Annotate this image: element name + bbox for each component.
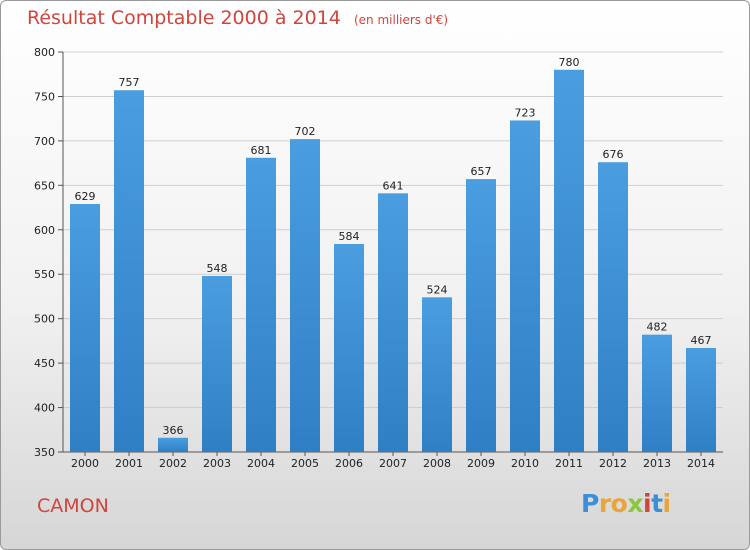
x-tick-label: 2002 bbox=[159, 457, 187, 470]
chart-unit: (en milliers d'€) bbox=[353, 13, 449, 27]
bar bbox=[246, 157, 276, 452]
y-tick-label: 400 bbox=[34, 402, 55, 415]
x-tick-label: 2007 bbox=[379, 457, 407, 470]
commune-name: CAMON bbox=[37, 495, 109, 517]
x-tick-label: 2005 bbox=[291, 457, 319, 470]
logo-letter: P bbox=[581, 489, 599, 518]
bar-value-label: 723 bbox=[515, 106, 536, 119]
bar bbox=[158, 437, 188, 452]
y-tick-label: 700 bbox=[34, 135, 55, 148]
x-tick-label: 2014 bbox=[687, 457, 715, 470]
x-tick-label: 2004 bbox=[247, 457, 275, 470]
bar bbox=[202, 276, 232, 452]
logo-letter: i bbox=[662, 489, 672, 518]
bar bbox=[642, 334, 672, 452]
bar bbox=[686, 348, 716, 452]
logo-letter: i bbox=[643, 489, 652, 518]
bar bbox=[290, 139, 320, 452]
bar bbox=[466, 179, 496, 452]
bar-value-label: 641 bbox=[383, 179, 404, 192]
y-tick-label: 450 bbox=[34, 357, 55, 370]
y-tick-label: 650 bbox=[34, 179, 55, 192]
bar bbox=[422, 297, 452, 452]
bar-value-label: 657 bbox=[471, 165, 492, 178]
bar-value-label: 757 bbox=[119, 76, 140, 89]
bar-value-label: 467 bbox=[691, 334, 712, 347]
chart-title-block: Résultat Comptable 2000 à 2014 (en milli… bbox=[27, 7, 448, 29]
bar-value-label: 676 bbox=[603, 148, 624, 161]
bar bbox=[598, 162, 628, 452]
x-tick-label: 2009 bbox=[467, 457, 495, 470]
logo-letter: r bbox=[598, 489, 611, 518]
y-tick-label: 800 bbox=[34, 46, 55, 59]
bar bbox=[378, 193, 408, 453]
y-tick-label: 500 bbox=[34, 313, 55, 326]
bar-value-label: 548 bbox=[207, 262, 228, 275]
bar bbox=[70, 204, 100, 452]
logo-letter: t bbox=[651, 489, 663, 518]
bar-value-label: 366 bbox=[163, 424, 184, 437]
x-tick-label: 2008 bbox=[423, 457, 451, 470]
x-tick-label: 2006 bbox=[335, 457, 363, 470]
x-tick-label: 2010 bbox=[511, 457, 539, 470]
bar-value-label: 629 bbox=[75, 190, 96, 203]
x-tick-label: 2013 bbox=[643, 457, 671, 470]
x-tick-label: 2003 bbox=[203, 457, 231, 470]
y-tick-label: 550 bbox=[34, 268, 55, 281]
bar-value-label: 702 bbox=[295, 125, 316, 138]
bar bbox=[554, 69, 584, 453]
logo-letter: o bbox=[610, 489, 628, 518]
bar bbox=[114, 90, 144, 452]
bar-value-label: 482 bbox=[647, 321, 668, 334]
bar-value-label: 524 bbox=[427, 283, 448, 296]
y-tick-label: 350 bbox=[34, 446, 55, 459]
bar-value-label: 681 bbox=[251, 144, 272, 157]
y-tick-label: 600 bbox=[34, 224, 55, 237]
bar-value-label: 780 bbox=[559, 56, 580, 69]
logo-letter: x bbox=[627, 489, 643, 518]
bar bbox=[510, 120, 540, 452]
y-tick-label: 750 bbox=[34, 90, 55, 103]
bar-value-label: 584 bbox=[339, 230, 360, 243]
x-tick-label: 2011 bbox=[555, 457, 583, 470]
bar bbox=[334, 244, 364, 452]
x-tick-label: 2012 bbox=[599, 457, 627, 470]
x-tick-label: 2001 bbox=[115, 457, 143, 470]
chart-title: Résultat Comptable 2000 à 2014 bbox=[27, 7, 341, 29]
proxiti-logo[interactable]: Proxiti bbox=[581, 489, 671, 518]
x-tick-label: 2000 bbox=[71, 457, 99, 470]
